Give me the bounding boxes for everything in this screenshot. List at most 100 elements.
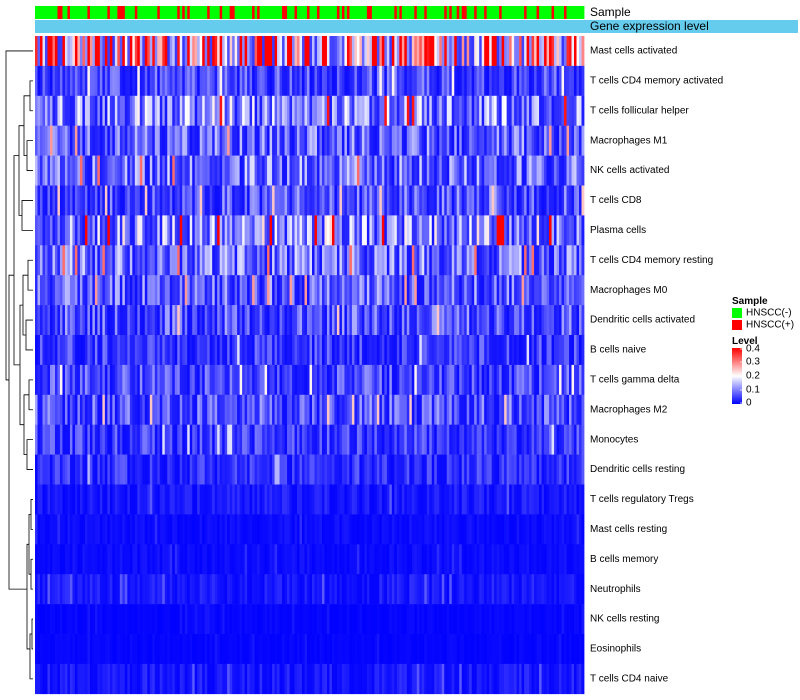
- heatmap-cell: [421, 454, 425, 485]
- heatmap-cell: [172, 125, 176, 156]
- heatmap-cell: [579, 544, 582, 575]
- heatmap-cell: [64, 544, 68, 575]
- heatmap-cell: [491, 125, 495, 156]
- heatmap-cell: [534, 514, 537, 545]
- heatmap-cell: [194, 484, 198, 515]
- heatmap-cell: [506, 484, 510, 515]
- heatmap-cell: [289, 663, 293, 695]
- sample-annotation-cell: [224, 6, 228, 19]
- heatmap-cell: [381, 36, 385, 67]
- heatmap-cell: [119, 544, 123, 575]
- heatmap-cell: [579, 364, 582, 396]
- heatmap-cell: [516, 245, 520, 276]
- heatmap-cell: [159, 65, 163, 97]
- heatmap-cell: [159, 604, 163, 635]
- heatmap-cell: [222, 95, 226, 126]
- heatmap-cell: [207, 245, 211, 276]
- heatmap-cell: [214, 275, 218, 306]
- heatmap-cell: [469, 275, 473, 306]
- heatmap-cell: [321, 663, 325, 695]
- heatmap-cell: [429, 454, 433, 485]
- heatmap-cell: [541, 424, 545, 455]
- heatmap-cell: [579, 454, 582, 485]
- heatmap-cell: [441, 185, 445, 216]
- heatmap-cell: [219, 275, 223, 306]
- heatmap-cell: [476, 305, 480, 336]
- heatmap-cell: [319, 424, 323, 455]
- heatmap-cell: [536, 215, 540, 246]
- heatmap-cell: [381, 604, 385, 635]
- heatmap-cell: [289, 155, 293, 186]
- heatmap-cell: [64, 663, 68, 695]
- heatmap-cell: [449, 604, 453, 635]
- heatmap-cell: [292, 95, 295, 126]
- heatmap-cell: [361, 155, 365, 186]
- heatmap-cell: [257, 305, 260, 336]
- heatmap-cell: [314, 275, 318, 306]
- heatmap-cell: [189, 125, 193, 156]
- heatmap-cell: [287, 394, 290, 425]
- heatmap-cell: [124, 424, 128, 455]
- heatmap-cell: [349, 394, 353, 425]
- heatmap-cell: [169, 185, 173, 216]
- heatmap-cell: [222, 394, 226, 425]
- heatmap-cell: [474, 275, 478, 306]
- heatmap-cell: [376, 574, 380, 605]
- heatmap-cell: [82, 36, 86, 67]
- heatmap-cell: [399, 454, 403, 485]
- sample-annotation-cell: [289, 6, 293, 19]
- heatmap-cell: [466, 125, 470, 156]
- sample-annotation-cell: [107, 6, 111, 19]
- heatmap-cell: [87, 275, 91, 306]
- heatmap-cell: [52, 663, 56, 695]
- heatmap-cell: [179, 245, 183, 276]
- heatmap-cell: [416, 65, 420, 97]
- heatmap-cell: [359, 364, 363, 396]
- heatmap-cell: [204, 364, 208, 396]
- heatmap-cell: [454, 36, 458, 67]
- heatmap-cell: [566, 424, 570, 455]
- heatmap-cell: [209, 604, 213, 635]
- heatmap-cell: [212, 305, 216, 336]
- heatmap-cell: [312, 663, 315, 695]
- heatmap-cell: [97, 663, 101, 695]
- heatmap-cell: [229, 454, 233, 485]
- heatmap-cell: [354, 424, 358, 455]
- heatmap-cell: [484, 305, 488, 336]
- heatmap-cell: [401, 215, 405, 246]
- heatmap-cell: [174, 65, 178, 97]
- heatmap-cell: [406, 634, 410, 665]
- heatmap-cell: [37, 215, 41, 246]
- heatmap-cell: [449, 95, 453, 126]
- heatmap-cell: [479, 424, 483, 455]
- heatmap-cell: [179, 634, 183, 665]
- heatmap-cell: [312, 364, 315, 396]
- heatmap-cell: [129, 155, 133, 186]
- heatmap-cell: [471, 125, 475, 156]
- heatmap-cell: [546, 454, 550, 485]
- heatmap-cell: [297, 275, 300, 306]
- heatmap-cell: [394, 65, 398, 97]
- heatmap-cell: [461, 305, 465, 336]
- heatmap-cell: [421, 514, 425, 545]
- heatmap-cell: [262, 36, 265, 67]
- heatmap-cell: [47, 335, 51, 366]
- heatmap-cell: [329, 275, 333, 306]
- heatmap-cell: [534, 215, 537, 246]
- heatmap-cell: [494, 364, 498, 396]
- heatmap-cell: [272, 335, 275, 366]
- heatmap-cell: [551, 394, 555, 425]
- heatmap-cell: [244, 394, 248, 425]
- heatmap-cell: [307, 394, 310, 425]
- heatmap-cell: [516, 484, 520, 515]
- heatmap-cell: [247, 484, 251, 515]
- heatmap-cell: [376, 335, 380, 366]
- sample-annotation-cell: [62, 6, 66, 19]
- heatmap-cell: [209, 185, 213, 216]
- heatmap-cell: [52, 125, 56, 156]
- heatmap-cell: [249, 394, 253, 425]
- heatmap-cell: [124, 604, 128, 635]
- heatmap-cell: [89, 36, 93, 67]
- sample-annotation-cell: [264, 6, 268, 19]
- sample-annotation-cell: [137, 6, 141, 19]
